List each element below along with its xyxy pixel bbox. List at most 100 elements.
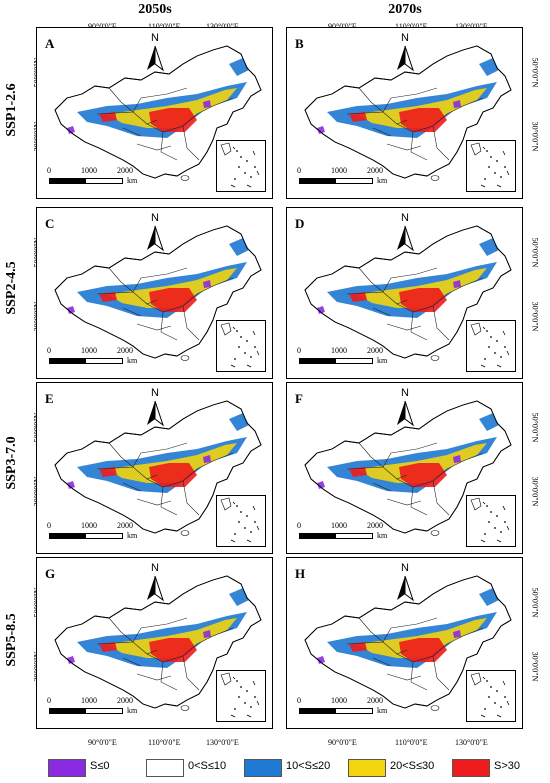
suitability-region [453, 455, 461, 463]
province-boundary [432, 305, 450, 341]
inset-dash [496, 714, 502, 718]
scale-unit: km [377, 706, 388, 715]
suitability-region [229, 413, 249, 431]
north-label: N [401, 32, 409, 44]
hainan-island [180, 175, 190, 181]
inset-dash [232, 326, 236, 330]
province-boundary [396, 643, 448, 663]
inset-dash [252, 505, 256, 511]
province-boundary [96, 111, 158, 125]
row-label-ssp5-8-5: SSP5-8.5 [4, 613, 19, 667]
scale-bar: 0 1000 2000 km [297, 166, 407, 188]
province-boundary [96, 466, 158, 480]
north-arrow-shape [397, 225, 414, 252]
inset-map [470, 142, 510, 188]
inset-island [500, 356, 502, 358]
scale-tick-label: 1000 [331, 521, 347, 530]
scale-bar: 0 1000 2000 km [297, 696, 407, 718]
bottom-longitude-130-right: 130°0'0"E [455, 738, 488, 747]
scale-tick-label: 1000 [81, 521, 97, 530]
inset-dash [232, 501, 236, 505]
country-border [304, 575, 512, 709]
inset-island [496, 690, 498, 692]
panel-letter: F [295, 391, 303, 406]
inset-island [234, 708, 236, 710]
province-boundary [346, 111, 408, 125]
suitability-region [149, 108, 197, 132]
inset-island [238, 166, 240, 168]
inset-dash [230, 184, 236, 188]
china-map [54, 225, 262, 361]
north-arrow-right [404, 400, 414, 427]
inset-island [234, 358, 236, 360]
inset-island [254, 346, 256, 348]
inset-coast [220, 322, 232, 336]
lat-50-right-d: 50°0'0"N [530, 237, 540, 268]
inset-island [238, 696, 240, 698]
north-label: N [151, 387, 159, 399]
suitability-region [149, 638, 197, 662]
inset-coast [220, 142, 232, 156]
north-arrow-left [147, 46, 155, 70]
scale-tick-label: 2000 [117, 166, 133, 175]
inset-island [504, 696, 506, 698]
inset-dash [480, 364, 486, 368]
north-arrow-shape [397, 575, 414, 602]
province-boundary [372, 127, 392, 137]
province-boundary [136, 498, 172, 506]
south-china-sea-inset [466, 320, 516, 372]
suitability-region [479, 588, 499, 606]
suitability-region [99, 467, 117, 477]
inset-map [220, 497, 260, 543]
north-arrow-left [147, 401, 155, 425]
north-arrow-left [147, 576, 155, 600]
inset-island [246, 690, 248, 692]
north-arrow-right [154, 45, 164, 72]
legend-label: 20<S≤30 [390, 760, 435, 772]
province-boundary [396, 293, 448, 313]
row-label-ssp1-2-6: SSP1-2.6 [4, 83, 19, 137]
legend-label: S>30 [494, 760, 520, 772]
inset-dash [256, 170, 260, 176]
inset-dash [256, 700, 260, 706]
inset-dash [480, 539, 486, 543]
legend-label: 0<S≤10 [188, 760, 227, 772]
inset-coast [220, 672, 232, 686]
province-boundary [382, 267, 438, 293]
south-china-sea-inset [216, 670, 266, 722]
scale-bar-fill [300, 709, 336, 713]
inset-coast [220, 497, 232, 511]
inset-island [488, 696, 490, 698]
inset-dash [480, 184, 486, 188]
inset-dash [252, 150, 256, 156]
province-boundary [196, 97, 234, 115]
province-boundary [108, 267, 134, 293]
scale-tick-label: 2000 [117, 696, 133, 705]
map-panel-g: G N 0 1000 2000 km [36, 557, 273, 729]
inset-island [500, 706, 502, 708]
north-arrow-shape [397, 400, 414, 427]
inset-dash [256, 350, 260, 356]
inset-map [220, 322, 260, 368]
country-border [54, 400, 262, 534]
lat-30-right-b: 30°0'0"N [530, 121, 540, 152]
suitability-region [399, 463, 447, 487]
inset-map [470, 322, 510, 368]
scale-bar-fill [300, 179, 336, 183]
inset-island [246, 160, 248, 162]
province-boundary [382, 617, 438, 643]
province-boundary [372, 307, 392, 317]
province-boundary [182, 305, 200, 341]
suitability-region [453, 630, 461, 638]
scale-tick-label: 2000 [117, 521, 133, 530]
hainan-island [180, 530, 190, 536]
inset-island [488, 521, 490, 523]
inset-dash [506, 170, 510, 176]
inset-dash [502, 150, 506, 156]
scale-tick-label: 1000 [331, 696, 347, 705]
suitability-region [229, 238, 249, 256]
province-boundary [132, 87, 188, 113]
province-boundary [122, 657, 142, 667]
country-border [54, 45, 262, 179]
row-label-ssp2-4-5: SSP2-4.5 [4, 261, 19, 315]
